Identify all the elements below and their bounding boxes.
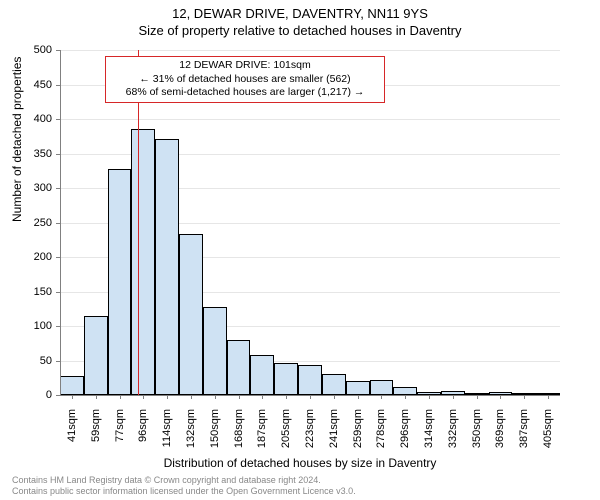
y-tick-label: 100 bbox=[12, 320, 52, 332]
x-tick-label: 132sqm bbox=[185, 409, 197, 459]
histogram-bar bbox=[346, 381, 370, 395]
x-tick-label: 405sqm bbox=[542, 409, 554, 459]
y-tick-label: 0 bbox=[12, 389, 52, 401]
histogram-bar bbox=[155, 139, 179, 395]
y-tick-label: 200 bbox=[12, 251, 52, 263]
histogram-bar bbox=[322, 374, 346, 395]
x-tick-label: 296sqm bbox=[399, 409, 411, 459]
x-tick-label: 96sqm bbox=[137, 409, 149, 459]
x-tick-label: 77sqm bbox=[114, 409, 126, 459]
y-tick-label: 500 bbox=[12, 44, 52, 56]
x-tick-label: 314sqm bbox=[423, 409, 435, 459]
footer-attribution: Contains HM Land Registry data © Crown c… bbox=[12, 475, 356, 498]
x-tick-label: 205sqm bbox=[280, 409, 292, 459]
x-tick-label: 369sqm bbox=[494, 409, 506, 459]
x-tick-label: 41sqm bbox=[66, 409, 78, 459]
histogram-bar bbox=[84, 316, 108, 395]
y-tick-label: 450 bbox=[12, 79, 52, 91]
x-tick-label: 223sqm bbox=[304, 409, 316, 459]
y-axis-line bbox=[60, 50, 61, 395]
gridline bbox=[60, 50, 560, 51]
footer-line-2: Contains public sector information licen… bbox=[12, 486, 356, 497]
histogram-bar bbox=[179, 234, 203, 395]
footer-line-1: Contains HM Land Registry data © Crown c… bbox=[12, 475, 356, 486]
y-tick-label: 150 bbox=[12, 286, 52, 298]
x-tick-label: 387sqm bbox=[518, 409, 530, 459]
y-tick-label: 300 bbox=[12, 182, 52, 194]
x-tick-label: 59sqm bbox=[90, 409, 102, 459]
annotation-line-2: ← 31% of detached houses are smaller (56… bbox=[112, 73, 378, 87]
chart-title-block: 12, DEWAR DRIVE, DAVENTRY, NN11 9YS Size… bbox=[0, 0, 600, 38]
x-axis-line bbox=[60, 395, 560, 396]
histogram-bar bbox=[203, 307, 227, 395]
annotation-line-3: 68% of semi-detached houses are larger (… bbox=[112, 86, 378, 100]
histogram-bar bbox=[274, 363, 298, 395]
histogram-bar bbox=[393, 387, 417, 395]
chart-plot-area: 12 DEWAR DRIVE: 101sqm← 31% of detached … bbox=[60, 50, 560, 395]
histogram-bar bbox=[250, 355, 274, 395]
histogram-bar bbox=[131, 129, 155, 395]
y-tick-label: 400 bbox=[12, 113, 52, 125]
x-tick-label: 278sqm bbox=[375, 409, 387, 459]
y-tick-label: 50 bbox=[12, 355, 52, 367]
annotation-line-1: 12 DEWAR DRIVE: 101sqm bbox=[112, 59, 378, 73]
x-tick-label: 259sqm bbox=[352, 409, 364, 459]
histogram-bar bbox=[108, 169, 132, 395]
x-tick-label: 150sqm bbox=[209, 409, 221, 459]
x-axis-title: Distribution of detached houses by size … bbox=[0, 456, 600, 470]
x-tick-label: 241sqm bbox=[328, 409, 340, 459]
histogram-bar bbox=[298, 365, 322, 395]
annotation-box: 12 DEWAR DRIVE: 101sqm← 31% of detached … bbox=[105, 56, 385, 103]
title-line-2: Size of property relative to detached ho… bbox=[0, 23, 600, 38]
histogram-bar bbox=[60, 376, 84, 395]
x-tick-label: 168sqm bbox=[233, 409, 245, 459]
y-tick-label: 350 bbox=[12, 148, 52, 160]
title-line-1: 12, DEWAR DRIVE, DAVENTRY, NN11 9YS bbox=[0, 6, 600, 21]
x-tick-label: 350sqm bbox=[471, 409, 483, 459]
histogram-bar bbox=[370, 380, 394, 395]
x-tick-label: 114sqm bbox=[161, 409, 173, 459]
gridline bbox=[60, 119, 560, 120]
x-tick-label: 187sqm bbox=[256, 409, 268, 459]
x-tick-label: 332sqm bbox=[447, 409, 459, 459]
histogram-bar bbox=[227, 340, 251, 395]
y-tick-label: 250 bbox=[12, 217, 52, 229]
